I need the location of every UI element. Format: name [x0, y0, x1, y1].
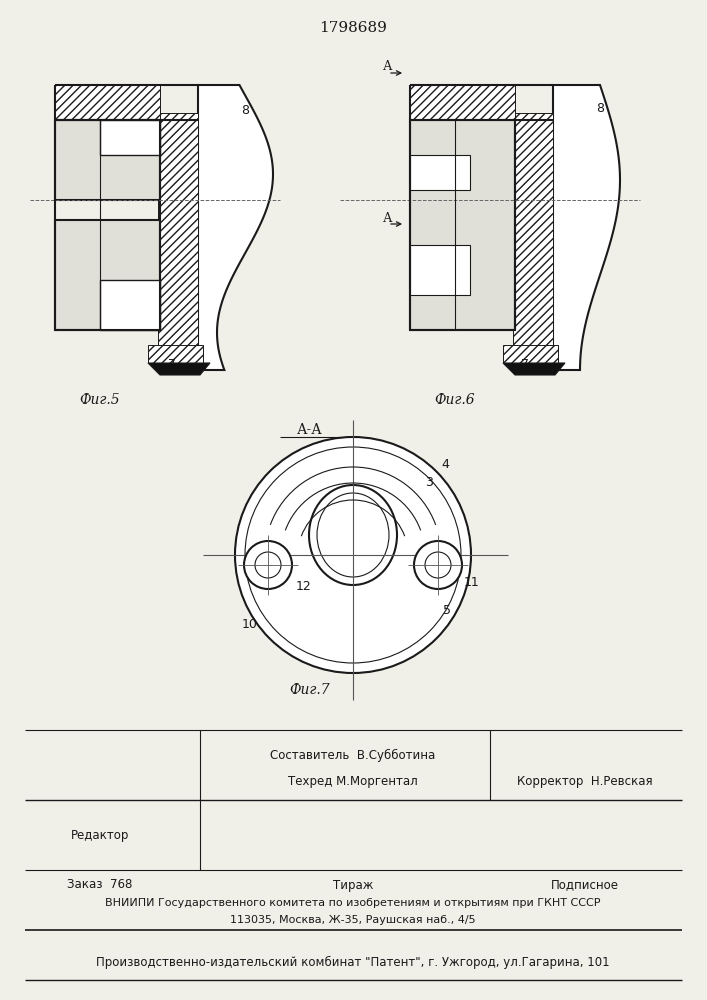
Text: Фиг.5: Фиг.5 [80, 393, 120, 407]
Circle shape [414, 541, 462, 589]
Text: 7: 7 [521, 359, 529, 371]
Circle shape [255, 552, 281, 578]
Ellipse shape [309, 485, 397, 585]
Text: Подписное: Подписное [551, 879, 619, 892]
Text: А: А [383, 212, 393, 225]
Bar [55, 120, 160, 200]
Text: Тираж: Тираж [333, 879, 373, 892]
Bar [158, 113, 198, 358]
Text: 113035, Москва, Ж-35, Раушская наб., 4/5: 113035, Москва, Ж-35, Раушская наб., 4/5 [230, 915, 476, 925]
Circle shape [244, 541, 292, 589]
Text: 7: 7 [168, 359, 176, 371]
Polygon shape [503, 363, 565, 375]
Text: 3: 3 [425, 477, 433, 489]
Text: Фиг.6: Фиг.6 [435, 393, 475, 407]
Text: 3: 3 [416, 158, 424, 172]
Text: 6: 6 [139, 294, 147, 306]
Bar [410, 155, 470, 190]
Text: 4: 4 [431, 94, 439, 106]
Text: Заказ  768: Заказ 768 [67, 879, 133, 892]
Circle shape [235, 437, 471, 673]
Bar [55, 85, 160, 120]
Text: 10: 10 [477, 318, 493, 332]
Text: 5: 5 [139, 273, 147, 286]
Text: 10: 10 [242, 618, 258, 632]
Polygon shape [148, 363, 210, 375]
Text: 8: 8 [241, 104, 249, 116]
Circle shape [425, 552, 451, 578]
Bar [410, 120, 515, 330]
Text: 3: 3 [61, 158, 69, 172]
Bar [513, 113, 553, 358]
Text: ВНИИПИ Государственного комитета по изобретениям и открытиям при ГКНТ СССР: ВНИИПИ Государственного комитета по изоб… [105, 898, 601, 908]
Circle shape [245, 447, 461, 663]
Text: Составитель  В.Субботина: Составитель В.Субботина [270, 748, 436, 762]
Text: 6: 6 [494, 294, 502, 306]
Bar [100, 280, 160, 330]
Ellipse shape [317, 493, 389, 577]
Text: Производственно-издательский комбинат "Патент", г. Ужгород, ул.Гагарина, 101: Производственно-издательский комбинат "П… [96, 955, 610, 969]
Text: 11: 11 [464, 576, 480, 589]
Text: 4: 4 [441, 458, 449, 472]
Text: А: А [383, 60, 393, 74]
Text: 8: 8 [596, 102, 604, 114]
Bar [148, 345, 203, 363]
Bar [100, 120, 160, 155]
Bar [410, 245, 470, 295]
Text: А-А: А-А [297, 423, 323, 437]
Text: Редактор: Редактор [71, 828, 129, 842]
Text: 5: 5 [494, 273, 502, 286]
Bar [55, 220, 160, 330]
Text: Техред М.Моргентал: Техред М.Моргентал [288, 776, 418, 788]
Text: 12: 12 [296, 580, 312, 593]
Text: 4: 4 [76, 94, 84, 106]
Polygon shape [198, 85, 273, 370]
Text: 1798689: 1798689 [319, 21, 387, 35]
Bar [410, 85, 515, 120]
Polygon shape [553, 85, 620, 370]
Text: Фиг.7: Фиг.7 [290, 683, 330, 697]
Bar [503, 345, 558, 363]
Text: 5: 5 [443, 603, 451, 616]
Text: 10: 10 [122, 318, 138, 332]
Text: Корректор  Н.Ревская: Корректор Н.Ревская [518, 776, 653, 788]
